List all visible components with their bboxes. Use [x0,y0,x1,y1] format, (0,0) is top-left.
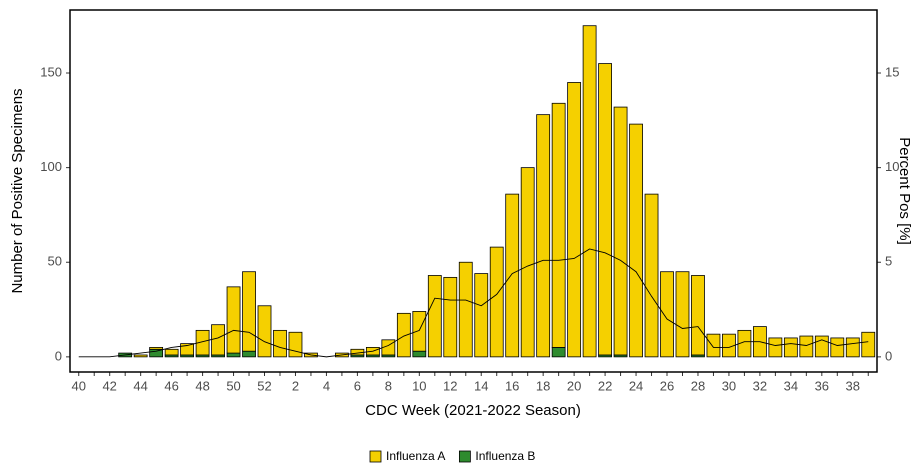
x-tick-label: 24 [629,378,643,393]
bar [799,335,814,358]
bar [273,329,287,358]
y-axis-label: Number of Positive Specimens [9,88,26,293]
bar [288,331,303,358]
x-tick-label: 34 [784,378,798,393]
bar [242,271,256,352]
x-tick-label: 38 [846,378,860,393]
x-tick-label: 22 [598,378,612,393]
legend-swatch [458,450,471,463]
x-tick-label: 30 [722,378,736,393]
x-tick-label: 36 [815,378,829,393]
x-tick-label: 16 [505,378,519,393]
x-tick-label: 44 [133,378,147,393]
bar [149,346,164,350]
bar [226,352,241,358]
bar [644,193,659,358]
bar [629,123,643,358]
x-tick-label: 12 [443,378,457,393]
y-tick-label: 100 [40,159,62,174]
bar [691,275,705,356]
x-tick-label: 20 [567,378,581,393]
bar [830,337,845,358]
bar [226,286,241,354]
x-tick-label: 6 [354,378,361,393]
x-tick-label: 52 [257,378,271,393]
x-tick-label: 10 [412,378,426,393]
bar [814,335,829,358]
bar [675,271,690,358]
x-tick-label: 42 [102,378,116,393]
bar [396,312,411,358]
bar [474,273,489,358]
legend-swatch [369,450,382,463]
x-tick-label: 8 [385,378,392,393]
bar [660,271,674,358]
bar [706,333,721,358]
x-axis-label: CDC Week (2021-2022 Season) [365,402,581,419]
bar [195,329,210,356]
bar [164,348,179,356]
bar [861,331,876,358]
y-tick-label: 50 [48,254,62,269]
x-tick-label: 28 [691,378,705,393]
x-tick-label: 40 [72,378,86,393]
bar [598,63,612,356]
bar [783,337,798,358]
bar [567,82,582,358]
bar [489,246,504,358]
legend-label: Influenza A [386,449,445,463]
legend-label: Influenza B [475,449,535,463]
x-tick-label: 32 [753,378,767,393]
bar [520,167,535,358]
y2-axis-label: Percent Pos [%] [896,137,913,245]
x-tick-label: 4 [323,378,330,393]
y-tick-label: 150 [40,64,62,79]
x-tick-label: 14 [474,378,488,393]
bar [412,350,427,358]
bar [845,337,860,358]
bar [180,343,195,356]
bar [722,333,736,358]
x-tick-label: 50 [226,378,240,393]
bar [133,354,148,358]
bar [551,346,566,358]
bar [613,106,628,356]
y2-tick-label: 15 [885,64,899,79]
bar [737,329,752,358]
bar [257,305,272,358]
x-tick-label: 26 [660,378,674,393]
plot-frame [69,9,878,373]
bar [458,261,473,358]
bar [768,337,783,358]
bar [443,276,458,358]
x-tick-label: 48 [195,378,209,393]
bar [211,324,225,356]
bar [412,311,427,352]
bar [427,275,442,358]
bar [505,193,520,358]
y2-tick-label: 5 [885,254,892,269]
y-tick-label: 0 [55,348,62,363]
bar [551,102,566,348]
y2-tick-label: 0 [885,348,892,363]
x-tick-label: 46 [164,378,178,393]
bar [536,114,551,358]
x-tick-label: 18 [536,378,550,393]
x-tick-label: 2 [292,378,299,393]
bar [242,350,256,358]
y2-tick-label: 10 [885,159,899,174]
percent-line [78,248,869,358]
bar [582,25,597,358]
